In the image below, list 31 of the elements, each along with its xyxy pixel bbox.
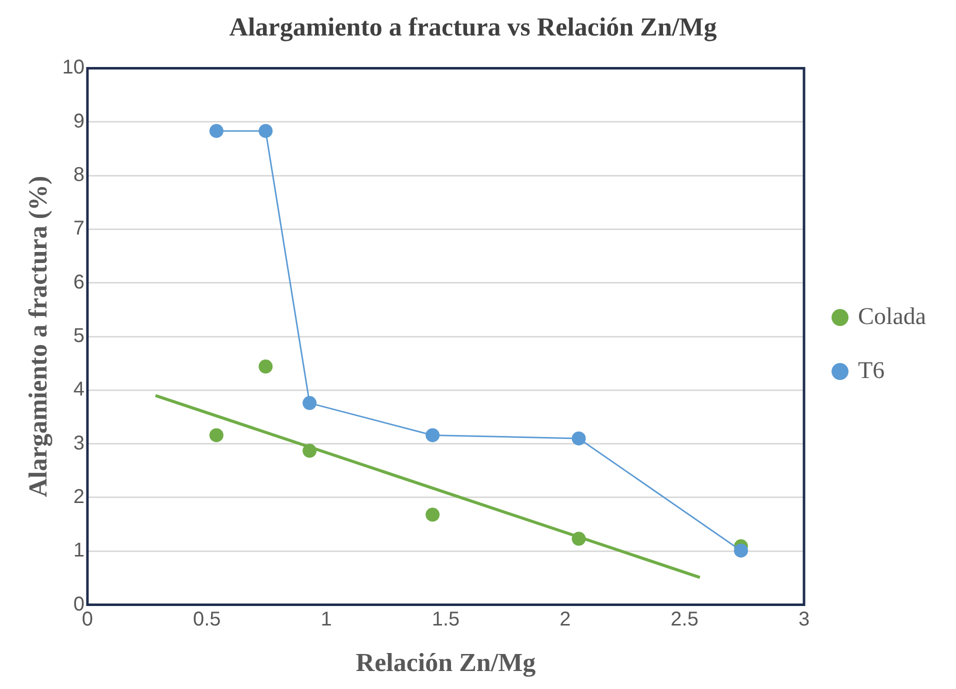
point	[302, 396, 317, 410]
point	[209, 428, 224, 442]
x-tick-label: 3	[798, 608, 810, 630]
y-tick-label: 9	[73, 110, 84, 132]
chart-title: Alargamiento a fractura vs Relación Zn/Mg	[229, 12, 717, 42]
y-tick-label: 0	[73, 593, 84, 616]
y-tick-label: 4	[73, 378, 84, 401]
x-tick-label: 2.5	[670, 608, 698, 630]
point	[258, 124, 273, 138]
x-tick-label: 1.5	[432, 608, 460, 630]
x-axis-title: Relación Zn/Mg	[356, 648, 536, 678]
point	[209, 124, 224, 138]
y-axis-title: Alargamiento a fractura (%)	[23, 176, 52, 498]
point	[258, 360, 273, 374]
point	[572, 431, 586, 446]
legend-label: T6	[858, 358, 885, 384]
point	[734, 544, 748, 558]
y-tick-label: 8	[73, 164, 84, 186]
x-tick-label: 0.5	[192, 608, 221, 630]
y-tick-label: 6	[73, 271, 84, 294]
point	[426, 508, 440, 522]
legend-label: Colada	[858, 304, 926, 330]
y-tick-label: 7	[73, 218, 84, 240]
y-tick-label: 2	[73, 486, 84, 508]
x-tick-label: 2	[560, 608, 571, 630]
point	[426, 428, 440, 442]
y-tick-label: 1	[73, 540, 84, 562]
x-tick-label: 1	[320, 608, 332, 630]
y-tick-label: 3	[73, 432, 84, 454]
y-tick-label: 10	[62, 56, 84, 79]
y-tick-label: 5	[73, 325, 84, 348]
